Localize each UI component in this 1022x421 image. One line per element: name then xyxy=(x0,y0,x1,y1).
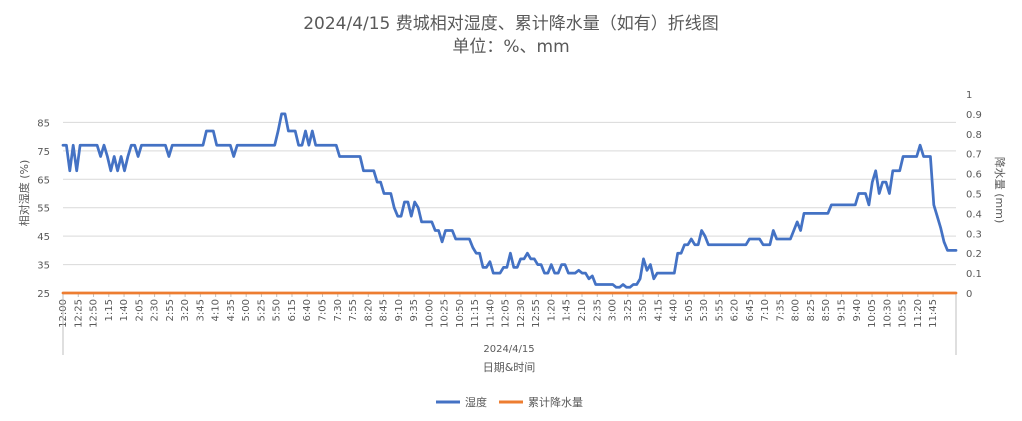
x-tick-label: 9:15 xyxy=(837,299,848,321)
x-tick-label: 12:55 xyxy=(531,299,542,328)
x-tick-label: 12:25 xyxy=(73,299,84,328)
x-tick-label: 8:00 xyxy=(791,299,802,321)
x-tick-label: 3:20 xyxy=(180,299,191,321)
x-tick-label: 2:10 xyxy=(577,299,588,321)
x-tick-label: 10:55 xyxy=(898,299,909,328)
x-tick-label: 2:05 xyxy=(134,299,145,321)
x-tick-label: 8:45 xyxy=(379,299,390,321)
x-tick-label: 9:35 xyxy=(409,299,420,321)
y-right-tick-label: 0.6 xyxy=(966,170,982,181)
series-layer xyxy=(61,112,958,295)
x-tick-label: 8:20 xyxy=(363,299,374,321)
y-right-tick-label: 0.5 xyxy=(966,190,982,201)
x-tick-label: 6:20 xyxy=(730,299,741,321)
x-axis-title: 日期&时间 xyxy=(483,361,536,374)
legend-label-humidity: 湿度 xyxy=(465,395,487,409)
series-line-0 xyxy=(61,112,958,289)
chart-subtitle: 单位：%、mm xyxy=(452,37,569,57)
legend: 湿度 累计降水量 xyxy=(436,395,583,409)
grid-layer xyxy=(63,121,956,294)
x-tick-label: 5:30 xyxy=(699,299,710,321)
x-tick-label: 6:45 xyxy=(745,299,756,321)
y-axis-left-title: 相对湿度 (%) xyxy=(17,160,31,227)
axis-layer: 25 35 45 55 65 75 85 0 0.1 0.2 0.3 0.4 0.5 0.6 0.7 0.8 0… xyxy=(37,90,982,355)
x-tick-label: 10:30 xyxy=(882,299,893,328)
x-tick-label: 12:50 xyxy=(89,299,100,328)
y-left-tick-label: 35 xyxy=(37,261,50,272)
x-tick-label: 6:40 xyxy=(302,299,313,321)
y-right-tick-label: 0.8 xyxy=(966,130,982,141)
x-tick-label: 5:55 xyxy=(714,299,725,321)
x-tick-label: 5:25 xyxy=(256,299,267,321)
x-tick-label: 9:10 xyxy=(394,299,405,321)
x-tick-label: 4:10 xyxy=(211,299,222,321)
x-tick-label: 9:40 xyxy=(852,299,863,321)
x-tick-label: 10:50 xyxy=(455,299,466,328)
x-tick-label: 3:45 xyxy=(195,299,206,321)
x-tick-label: 4:35 xyxy=(226,299,237,321)
x-group-label: 2024/4/15 xyxy=(483,344,534,355)
y-right-tick-label: 0.4 xyxy=(966,209,982,220)
y-right-tick-label: 0.2 xyxy=(966,249,982,260)
x-tick-label: 7:05 xyxy=(318,299,329,321)
y-left-tick-label: 85 xyxy=(37,118,50,129)
x-tick-label: 5:00 xyxy=(241,299,252,321)
x-tick-label: 12:30 xyxy=(516,299,527,328)
x-tick-label: 10:25 xyxy=(440,299,451,328)
y-left-tick-label: 45 xyxy=(37,232,50,243)
legend-label-precipitation: 累计降水量 xyxy=(528,395,583,409)
x-tick-label: 2:30 xyxy=(150,299,161,321)
y-right-tick-label: 0 xyxy=(966,289,972,300)
x-tick-label: 11:20 xyxy=(913,299,924,328)
x-tick-label: 7:35 xyxy=(775,299,786,321)
x-tick-label: 1:45 xyxy=(562,299,573,321)
y-left-tick-label: 65 xyxy=(37,175,50,186)
x-tick-label: 3:00 xyxy=(608,299,619,321)
x-tick-label: 11:40 xyxy=(485,299,496,328)
x-tick-label: 4:40 xyxy=(669,299,680,321)
x-tick-label: 11:15 xyxy=(470,299,481,328)
chart-title: 2024/4/15 费城相对湿度、累计降水量（如有）折线图 xyxy=(303,14,719,34)
y-right-tick-label: 0.7 xyxy=(966,150,982,161)
x-tick-label: 8:25 xyxy=(806,299,817,321)
y-right-tick-label: 0.9 xyxy=(966,110,982,121)
x-tick-label: 10:05 xyxy=(867,299,878,328)
x-tick-label: 3:25 xyxy=(623,299,634,321)
y-axis-right-title: 降水量 (mm) xyxy=(993,157,1007,224)
x-tick-label: 6:15 xyxy=(287,299,298,321)
y-left-tick-label: 75 xyxy=(37,147,50,158)
y-left-tick-label: 55 xyxy=(37,204,50,215)
x-tick-label: 1:20 xyxy=(546,299,557,321)
x-tick-label: 1:15 xyxy=(104,299,115,321)
x-tick-label: 5:50 xyxy=(272,299,283,321)
y-right-tick-label: 0.1 xyxy=(966,269,982,280)
x-tick-label: 3:50 xyxy=(638,299,649,321)
y-left-tick-label: 25 xyxy=(37,289,50,300)
x-tick-label: 7:10 xyxy=(760,299,771,321)
x-tick-label: 2:35 xyxy=(592,299,603,321)
x-tick-label: 5:05 xyxy=(684,299,695,321)
x-tick-label: 12:05 xyxy=(501,299,512,328)
x-tick-label: 4:15 xyxy=(653,299,664,321)
y-right-tick-label: 1 xyxy=(966,90,972,101)
x-tick-label: 10:00 xyxy=(424,299,435,328)
x-tick-label: 2:55 xyxy=(165,299,176,321)
y-right-tick-label: 0.3 xyxy=(966,229,982,240)
x-tick-label: 8:50 xyxy=(821,299,832,321)
x-tick-label: 1:40 xyxy=(119,299,130,321)
x-tick-label: 7:30 xyxy=(333,299,344,321)
x-tick-label: 11:45 xyxy=(928,299,939,328)
x-tick-label: 7:55 xyxy=(348,299,359,321)
